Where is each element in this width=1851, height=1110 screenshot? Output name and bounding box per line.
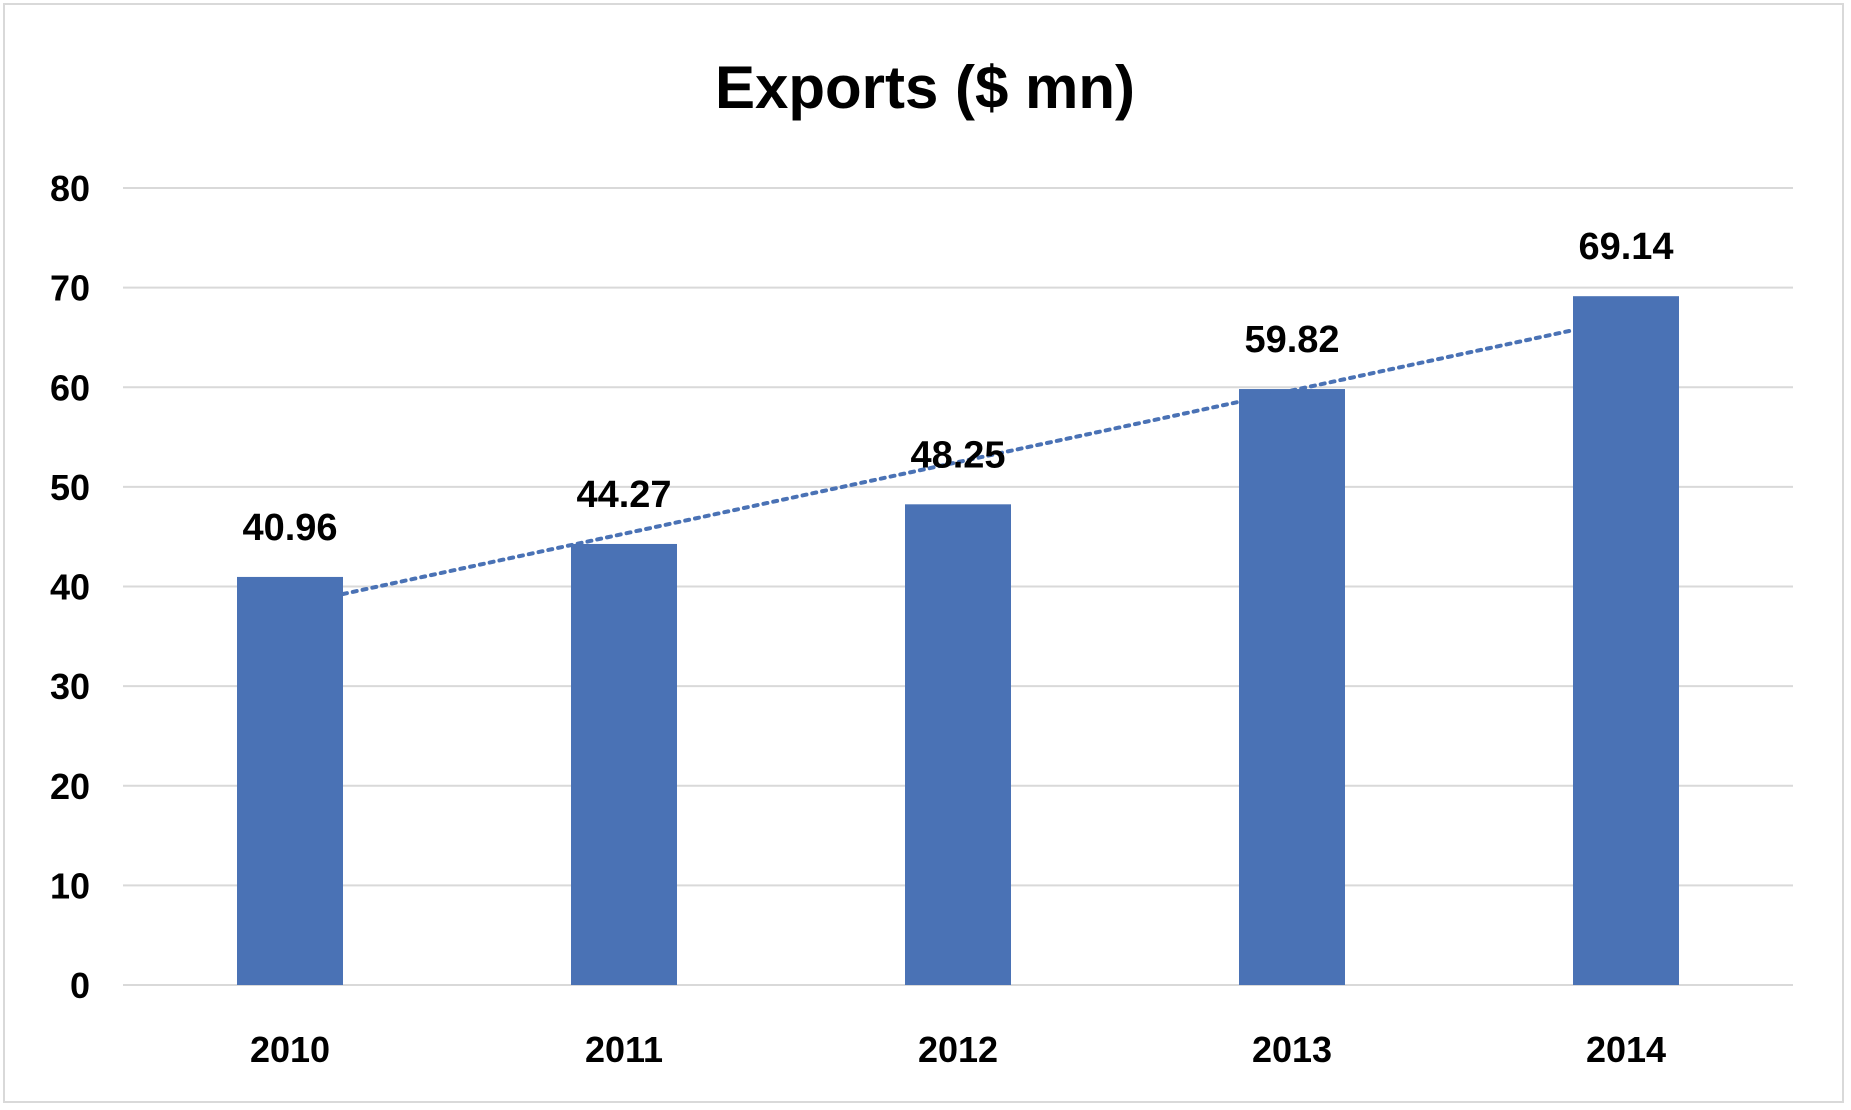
bar-2014: [1573, 296, 1679, 985]
y-tick-label: 40: [50, 567, 90, 608]
data-label: 69.14: [1578, 226, 1673, 268]
data-label: 40.96: [242, 507, 337, 549]
bar-2012: [905, 504, 1011, 985]
x-tick-label: 2012: [918, 1029, 998, 1070]
y-tick-label: 30: [50, 666, 90, 707]
y-tick-label: 0: [70, 965, 90, 1006]
y-tick-label: 20: [50, 766, 90, 807]
x-tick-label: 2013: [1252, 1029, 1332, 1070]
y-tick-label: 50: [50, 467, 90, 508]
bar-2013: [1239, 389, 1345, 985]
x-axis-ticks: 2010 2011 2012 2013 2014: [250, 1029, 1666, 1070]
bar-2010: [237, 577, 343, 985]
bars: [237, 296, 1679, 985]
x-tick-label: 2014: [1586, 1029, 1666, 1070]
y-tick-label: 70: [50, 268, 90, 309]
data-label: 59.82: [1244, 319, 1339, 361]
bar-2011: [571, 544, 677, 985]
x-tick-label: 2011: [585, 1029, 663, 1070]
y-axis-ticks: 0 10 20 30 40 50 60 70 80: [50, 168, 90, 1006]
chart-title: Exports ($ mn): [715, 54, 1135, 121]
y-tick-label: 60: [50, 367, 90, 408]
y-tick-label: 80: [50, 168, 90, 209]
data-label: 44.27: [576, 474, 671, 516]
data-label: 48.25: [910, 434, 1005, 476]
y-tick-label: 10: [50, 865, 90, 906]
x-tick-label: 2010: [250, 1029, 330, 1070]
